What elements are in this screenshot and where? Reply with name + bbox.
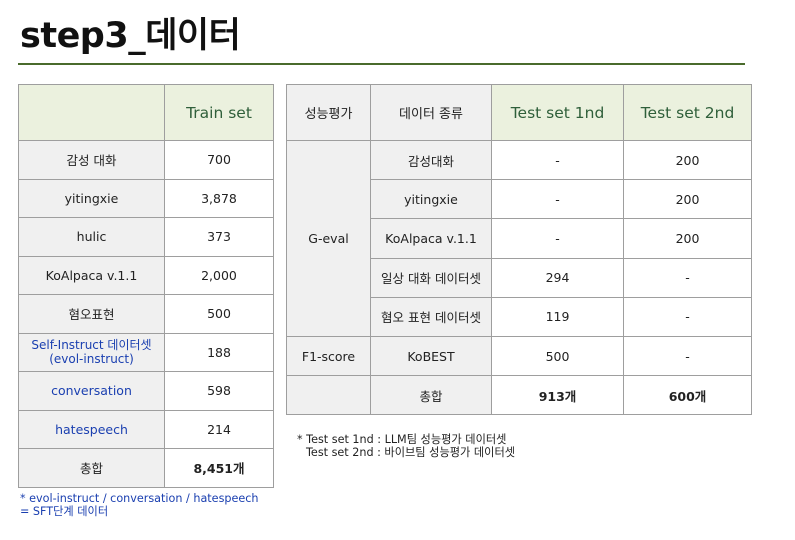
sft-footnote-line2: = SFT단계 데이터 — [20, 505, 109, 518]
test-header-set1: Test set 1nd — [491, 84, 624, 141]
title-underline — [18, 63, 745, 65]
test-row-type: 혐오 표현 데이터셋 — [370, 296, 492, 337]
table-row: hatespeech 214 — [18, 409, 274, 449]
f1-label: F1-score — [286, 335, 371, 377]
table-row: KoAlpaca v.1.1 2,000 — [18, 255, 274, 295]
test-total-row: 총합 913개 600개 — [286, 375, 752, 416]
page-title: step3_데이터 — [20, 16, 241, 56]
train-row-value: 700 — [164, 140, 274, 180]
train-header-row: Train set — [18, 84, 274, 141]
table-row: 혐오표현 500 — [18, 294, 274, 334]
test-total-blank — [286, 375, 371, 416]
table-row: hulic 373 — [18, 217, 274, 257]
train-row-value: 3,878 — [164, 178, 274, 218]
train-row-name-line1: Self-Instruct 데이터셋 — [31, 338, 152, 353]
test-header-row: 성능평가 데이터 종류 Test set 1nd Test set 2nd — [286, 84, 752, 141]
test-row-type: 감성대화 — [370, 139, 492, 181]
test-row-t2: 200 — [623, 139, 752, 181]
testset-footnote: * Test set 1nd : LLM팀 성능평가 데이터셋 Test set… — [297, 433, 515, 459]
train-header-trainset: Train set — [164, 84, 274, 141]
train-row-value: 214 — [164, 409, 274, 449]
train-row-value: 598 — [164, 371, 274, 411]
train-total-value: 8,451개 — [164, 448, 274, 488]
test-total-label: 총합 — [370, 375, 492, 416]
table-row: 혐오 표현 데이터셋 119 - — [287, 296, 752, 337]
train-row-value: 500 — [164, 294, 274, 334]
train-total-row: 총합 8,451개 — [18, 448, 274, 488]
test-row-t2: - — [623, 296, 752, 337]
table-row: KoAlpaca v.1.1 - 200 — [287, 218, 752, 259]
testset-footnote-line1: * Test set 1nd : LLM팀 성능평가 데이터셋 — [297, 433, 507, 446]
train-row-name: KoAlpaca v.1.1 — [18, 255, 165, 295]
train-row-value: 373 — [164, 217, 274, 257]
test-row-type: yitingxie — [370, 179, 492, 220]
train-total-label: 총합 — [18, 448, 165, 488]
train-row-value: 2,000 — [164, 255, 274, 295]
train-row-name: hulic — [18, 217, 165, 257]
sft-footnote-line1: * evol-instruct / conversation / hatespe… — [20, 492, 259, 505]
test-header-type: 데이터 종류 — [370, 84, 492, 141]
train-row-name-line2: (evol-instruct) — [49, 352, 134, 367]
test-row-t1: 119 — [491, 296, 624, 337]
table-row: 감성 대화 700 — [18, 140, 274, 180]
test-header-set2: Test set 2nd — [623, 84, 752, 141]
test-row-t2: 200 — [623, 179, 752, 220]
table-row: F1-score KoBEST 500 - — [286, 335, 752, 377]
test-row-t1: - — [491, 139, 624, 181]
test-total-t1: 913개 — [491, 375, 624, 416]
test-row-t2: - — [623, 335, 752, 377]
train-row-name: Self-Instruct 데이터셋 (evol-instruct) — [18, 332, 165, 372]
geval-label: G-eval — [286, 140, 371, 337]
test-row-type: KoAlpaca v.1.1 — [370, 218, 492, 259]
train-set-table: Train set 감성 대화 700 yitingxie 3,878 huli… — [18, 84, 274, 488]
testset-footnote-line2: Test set 2nd : 바이브팀 성능평가 데이터셋 — [306, 446, 516, 459]
test-set-table: 성능평가 데이터 종류 Test set 1nd Test set 2nd G-… — [286, 84, 752, 416]
table-row: yitingxie 3,878 — [18, 178, 274, 218]
table-row: Self-Instruct 데이터셋 (evol-instruct) 188 — [18, 332, 274, 372]
train-header-blank — [18, 84, 165, 141]
test-row-t1: - — [491, 179, 624, 220]
table-row: yitingxie - 200 — [287, 179, 752, 220]
sft-footnote: * evol-instruct / conversation / hatespe… — [20, 492, 259, 518]
train-row-name: yitingxie — [18, 178, 165, 218]
train-row-name: hatespeech — [18, 409, 165, 449]
train-row-name: conversation — [18, 371, 165, 411]
train-row-name: 감성 대화 — [18, 140, 165, 180]
test-total-t2: 600개 — [623, 375, 752, 416]
table-row: 일상 대화 데이터셋 294 - — [287, 257, 752, 298]
table-row: G-eval 감성대화 - 200 — [286, 139, 752, 337]
test-row-type: 일상 대화 데이터셋 — [370, 257, 492, 298]
test-row-t1: 294 — [491, 257, 624, 298]
test-row-t1: - — [491, 218, 624, 259]
table-row: conversation 598 — [18, 371, 274, 411]
test-row-type: KoBEST — [370, 335, 492, 377]
test-row-t2: - — [623, 257, 752, 298]
test-row-t2: 200 — [623, 218, 752, 259]
test-row-t1: 500 — [491, 335, 624, 377]
train-row-name: 혐오표현 — [18, 294, 165, 334]
train-row-value: 188 — [164, 332, 274, 372]
test-header-eval: 성능평가 — [286, 84, 371, 141]
